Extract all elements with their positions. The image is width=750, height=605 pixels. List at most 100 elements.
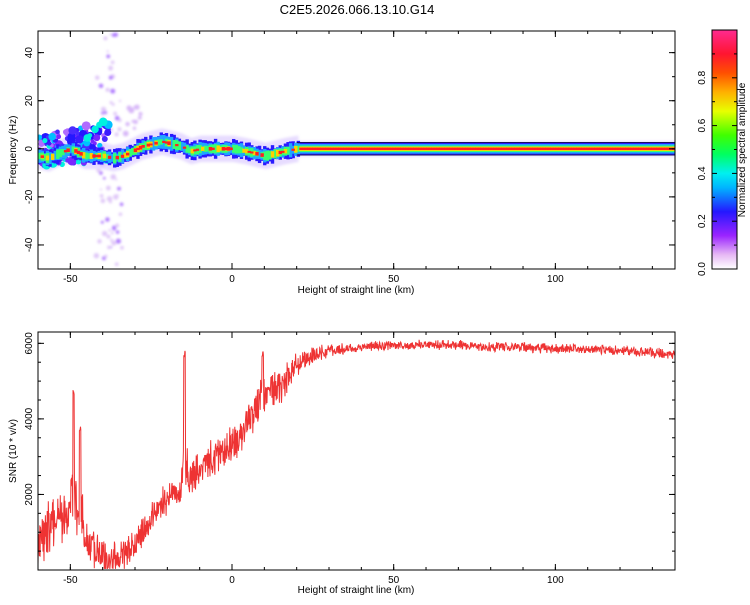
heatmap-ridge-band-red-cell bbox=[402, 147, 407, 150]
snr-y-tick-label: 4000 bbox=[24, 407, 35, 430]
heatmap-point-sparse bbox=[99, 171, 103, 175]
heatmap-ridge-band-red-cell bbox=[211, 147, 215, 150]
heatmap-point-sparse bbox=[117, 186, 121, 191]
heatmap-ridge-band-red-cell bbox=[464, 147, 469, 150]
heatmap-point-sparse bbox=[100, 106, 107, 112]
heatmap-ridge-band-red-cell bbox=[552, 147, 557, 150]
heatmap-ridge-band-red-cell bbox=[581, 147, 585, 150]
heatmap-ridge-band-red-cell bbox=[167, 141, 171, 145]
heatmap-ridge-band-red-cell bbox=[97, 154, 101, 158]
heatmap-ridge-band-red-cell bbox=[351, 147, 355, 150]
heatmap-point-cluster bbox=[91, 125, 99, 134]
heatmap-ridge-band-red-cell bbox=[462, 147, 466, 150]
heatmap-ridge-band-red-cell bbox=[149, 143, 153, 146]
chart-title: C2E5.2026.066.13.10.G14 bbox=[280, 2, 435, 17]
heatmap-point-cluster bbox=[98, 117, 108, 127]
heatmap-ridge-band-yellow-cell bbox=[294, 145, 298, 153]
snr-y-tick-label: 6000 bbox=[24, 332, 35, 355]
heatmap-ridge-band-red-cell bbox=[138, 145, 143, 150]
heatmap-ridge-band-red-cell bbox=[451, 147, 456, 150]
heatmap-ridge-band-red-cell bbox=[560, 147, 564, 150]
spectrogram-x-tick-label: 0 bbox=[229, 274, 235, 285]
heatmap-ridge-band-green-cell bbox=[128, 148, 132, 157]
heatmap-ridge-band-red-cell bbox=[614, 147, 619, 150]
spectrogram-x-tick-label: -50 bbox=[63, 274, 78, 285]
heatmap-ridge-band-red-cell bbox=[625, 147, 629, 150]
heatmap-ridge-band-red-cell bbox=[596, 147, 601, 150]
heatmap-point-sparse bbox=[106, 50, 109, 53]
heatmap-ridge-band-green-cell bbox=[87, 153, 91, 159]
heatmap-ridge-band-green-cell bbox=[131, 147, 135, 156]
heatmap-point-sparse bbox=[126, 105, 132, 111]
heatmap-ridge-band-red-cell bbox=[632, 147, 637, 150]
heatmap-point-sparse bbox=[132, 126, 137, 130]
heatmap-ridge-band-red-cell bbox=[278, 150, 282, 155]
heatmap-point-sparse bbox=[110, 246, 113, 249]
heatmap-ridge-band-red-cell bbox=[594, 147, 598, 150]
heatmap-ridge-band-red-cell bbox=[488, 147, 492, 150]
heatmap-ridge-band-cyan-cell bbox=[288, 143, 293, 158]
heatmap-sparse-cloud bbox=[93, 32, 143, 266]
heatmap-point-sparse bbox=[106, 196, 113, 202]
heatmap-ridge-band-red-cell bbox=[446, 147, 451, 150]
heatmap-ridge-band-red-cell bbox=[653, 147, 658, 150]
heatmap-ridge-band-red-cell bbox=[627, 147, 632, 150]
heatmap-point-cluster bbox=[75, 131, 80, 136]
heatmap-ridge-rim bbox=[296, 142, 675, 156]
heatmap-ridge-band-red-cell bbox=[601, 147, 606, 150]
heatmap-point-sparse bbox=[109, 100, 113, 104]
heatmap-ridge-band-red-cell bbox=[576, 147, 580, 150]
heatmap-ridge-band-red-cell bbox=[394, 147, 399, 150]
spectrogram-x-tick-label: 100 bbox=[547, 274, 564, 285]
heatmap-point-sparse bbox=[113, 111, 118, 116]
heatmap-ridge-band-red-cell bbox=[224, 147, 228, 151]
heatmap-ridge-band-red-cell bbox=[376, 147, 381, 150]
heatmap-ridge-band-red-cell bbox=[107, 155, 112, 159]
heatmap-point-cluster bbox=[56, 134, 62, 140]
heatmap-ridge-band-red-cell bbox=[314, 147, 319, 150]
heatmap-ridge-band-red-cell bbox=[436, 147, 440, 150]
heatmap-ridge-band-green-cell bbox=[156, 139, 161, 146]
heatmap-point-sparse bbox=[125, 121, 130, 127]
heatmap-point-cluster bbox=[55, 129, 60, 135]
heatmap-point-sparse bbox=[108, 229, 111, 232]
heatmap-ridge-band-red-cell bbox=[485, 147, 489, 150]
heatmap-point-sparse bbox=[95, 75, 100, 80]
heatmap-ridge-band-green-cell bbox=[84, 152, 88, 160]
heatmap-ridge-band-red-cell bbox=[469, 147, 474, 150]
heatmap-point-sparse bbox=[137, 115, 142, 120]
heatmap-ridge-band-green-cell bbox=[203, 145, 207, 152]
heatmap-point-sparse bbox=[105, 217, 110, 222]
heatmap-ridge-band-red-cell bbox=[617, 147, 621, 150]
heatmap-point-sparse bbox=[105, 87, 110, 92]
heatmap-point-sparse bbox=[108, 75, 113, 80]
heatmap-ridge-band-red-cell bbox=[92, 154, 96, 158]
colorbar-tick-label: 0.4 bbox=[697, 166, 708, 180]
heatmap-point-sparse bbox=[101, 230, 108, 237]
heatmap-ridge-band-yellow-cell bbox=[45, 155, 50, 161]
heatmap-ridge-band-green-cell bbox=[113, 153, 117, 164]
heatmap-point-cluster bbox=[67, 156, 77, 166]
heatmap-ridge-band-red-cell bbox=[281, 150, 285, 153]
heatmap-ridge-band-red-cell bbox=[545, 147, 549, 150]
snr-x-tick-label: -50 bbox=[63, 575, 78, 586]
heatmap-ridge-band-red-cell bbox=[260, 153, 264, 157]
heatmap-point-sparse bbox=[99, 194, 104, 198]
heatmap-ridge-band-red-cell bbox=[384, 147, 389, 150]
heatmap-ridge-band-red-cell bbox=[247, 150, 251, 153]
heatmap-ridge-band-red-cell bbox=[374, 147, 378, 150]
heatmap-ridge-band-red-cell bbox=[490, 147, 495, 150]
heatmap-ridge-band-green-cell bbox=[185, 145, 189, 153]
heatmap-ridge-band-red-cell bbox=[125, 152, 130, 156]
spectrogram-heatmap bbox=[38, 32, 675, 266]
heatmap-ridge-band-red-cell bbox=[369, 147, 373, 150]
heatmap-ridge-band-red-cell bbox=[301, 147, 306, 150]
heatmap-ridge-band-yellow-cell bbox=[244, 149, 249, 154]
heatmap-point-sparse bbox=[103, 110, 108, 115]
heatmap-ridge-band-red-cell bbox=[366, 147, 370, 150]
heatmap-ridge-band-red-cell bbox=[133, 148, 138, 153]
heatmap-ridge-band-red-cell bbox=[428, 147, 432, 150]
heatmap-ridge-band-red-cell bbox=[410, 147, 414, 150]
heatmap-ridge-band-red-cell bbox=[480, 147, 484, 150]
